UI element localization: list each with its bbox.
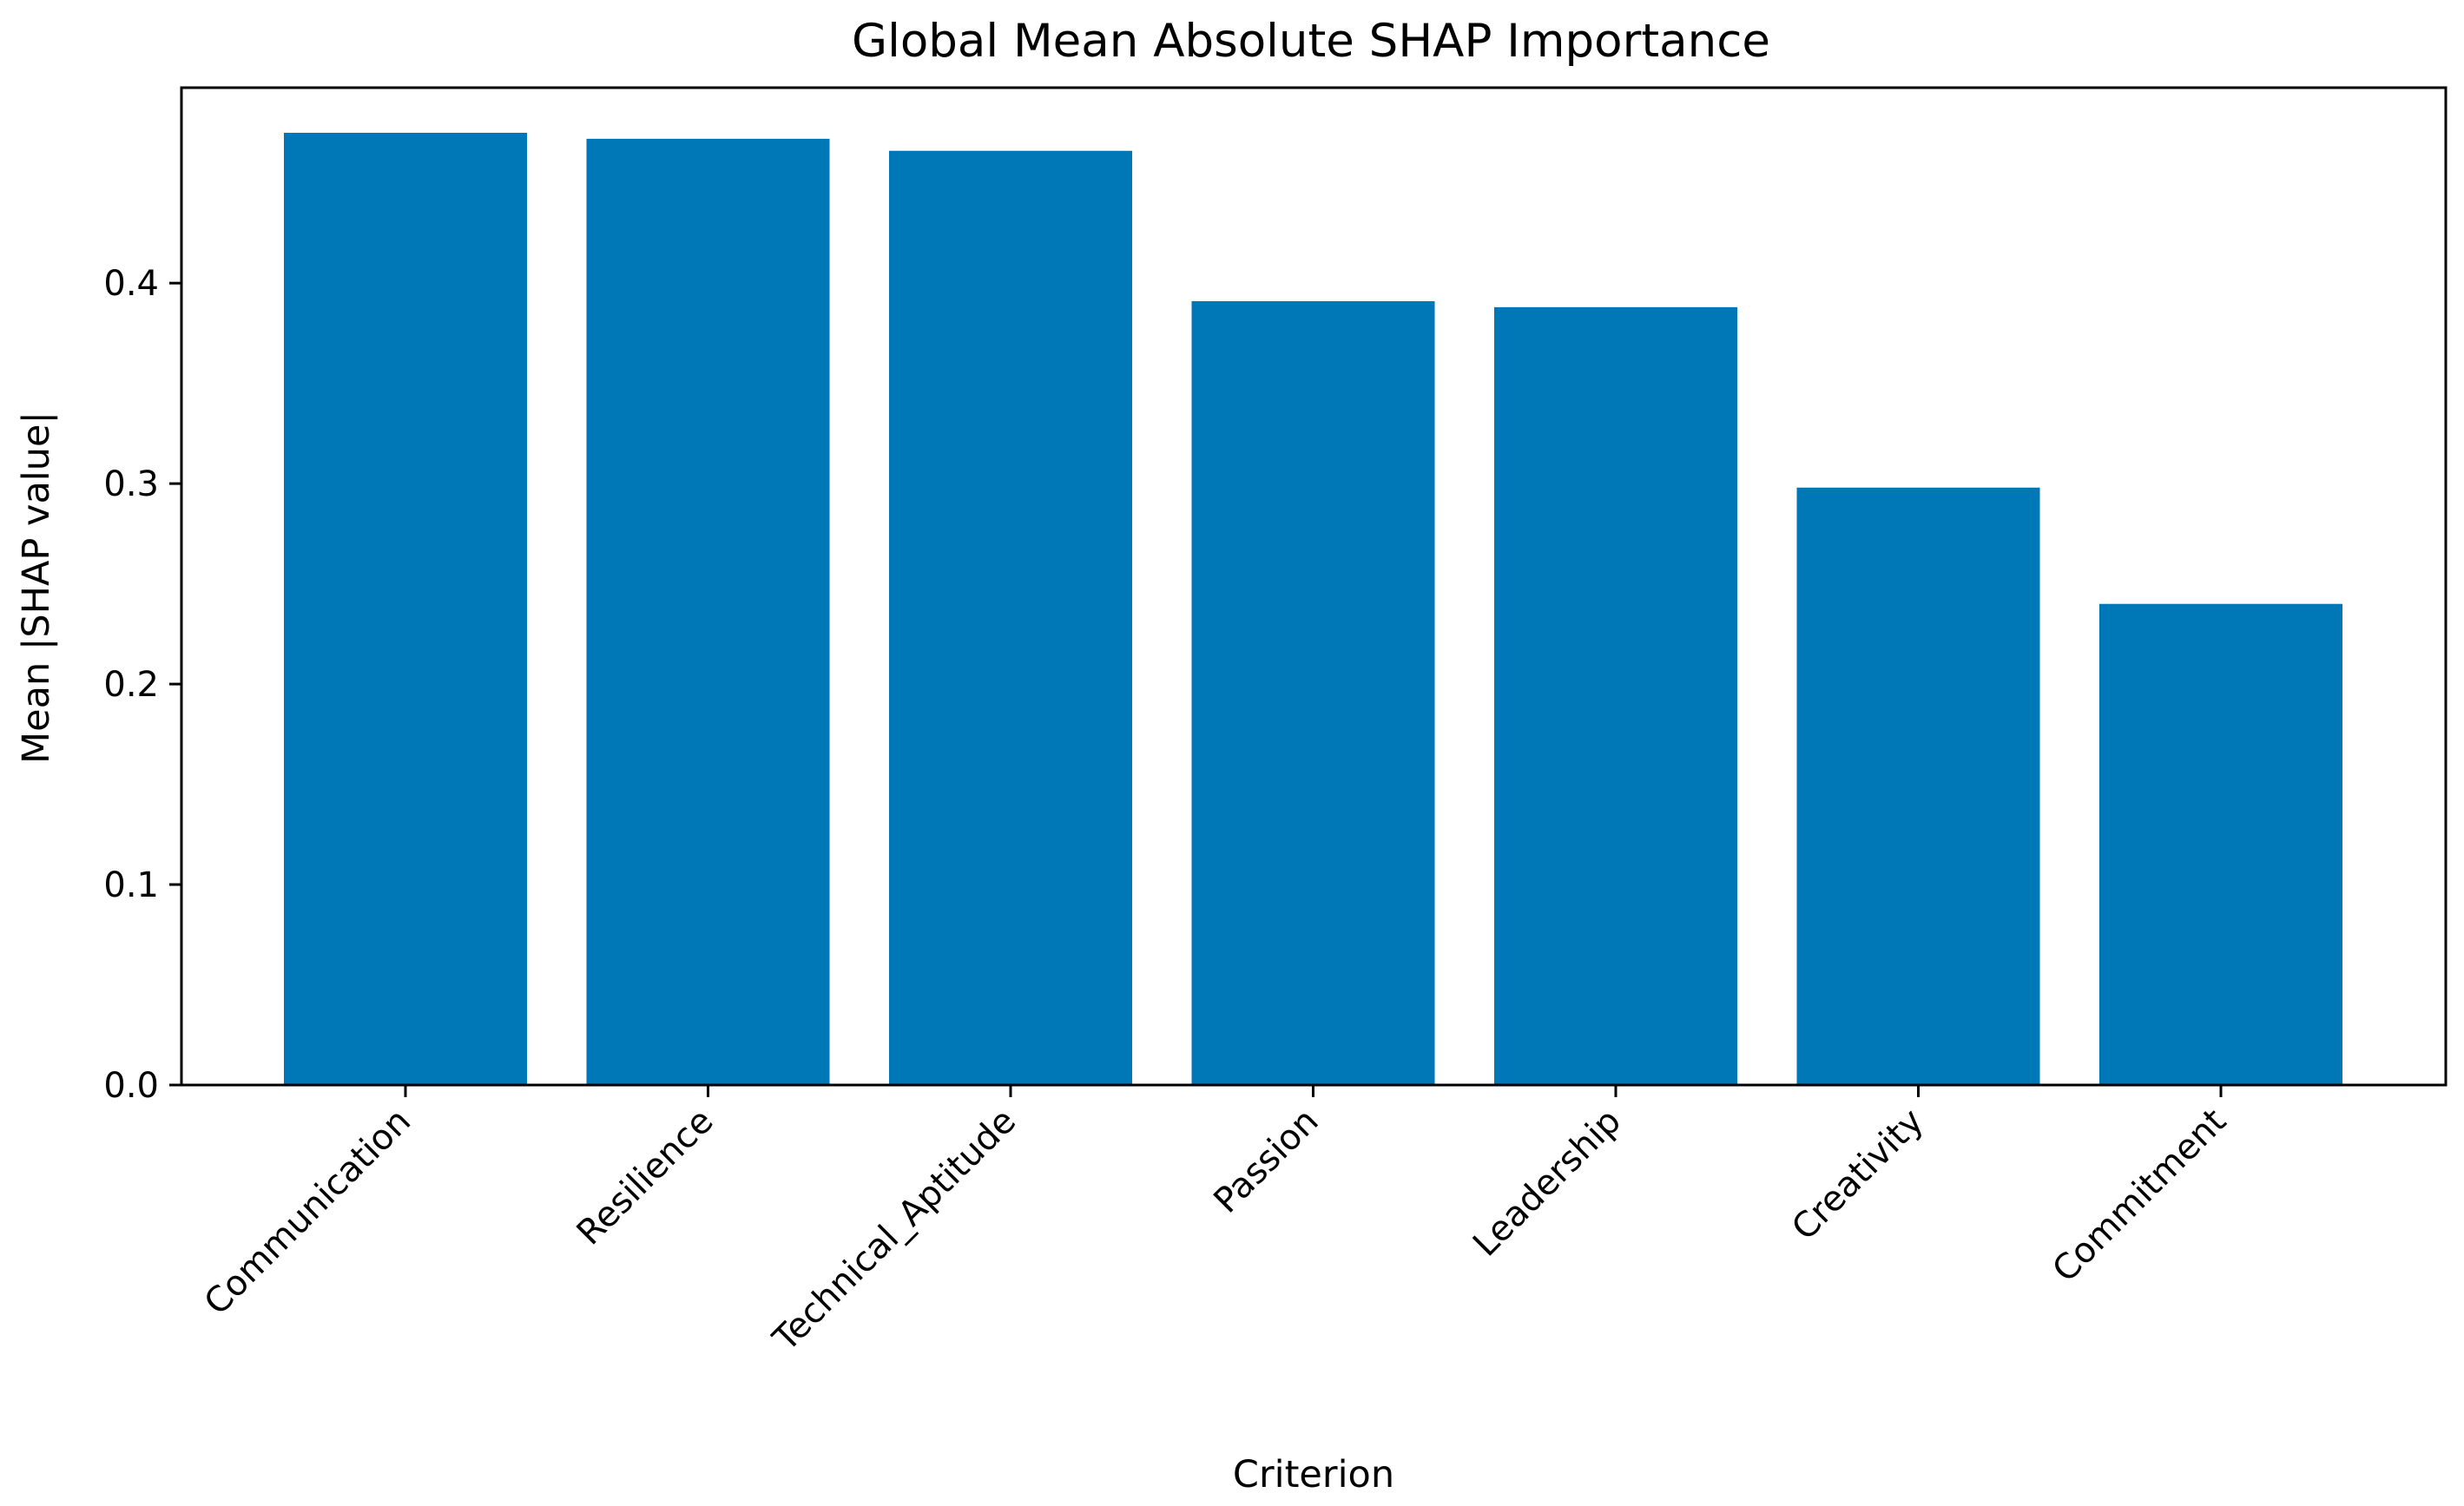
- bar-creativity: [1796, 487, 2040, 1085]
- chart-title: Global Mean Absolute SHAP Importance: [852, 15, 1770, 68]
- bar-commitment: [2099, 603, 2342, 1085]
- y-tick-label: 0.3: [103, 464, 159, 504]
- x-tick-label: Creativity: [1784, 1102, 1931, 1248]
- x-tick-label: Leadership: [1466, 1102, 1629, 1265]
- bar-communication: [284, 132, 527, 1085]
- bar-leadership: [1494, 306, 1737, 1085]
- bar-passion: [1191, 300, 1435, 1086]
- x-axis-title: Criterion: [1233, 1453, 1394, 1496]
- y-tick-label: 0.0: [103, 1066, 159, 1106]
- bars-group: [284, 132, 2342, 1086]
- y-axis-title: Mean |SHAP value|: [15, 411, 58, 764]
- bar-resilience: [586, 138, 830, 1086]
- y-tick-label: 0.1: [103, 865, 159, 905]
- y-axis: 0.0 0.1 0.2 0.3 0.4: [103, 264, 181, 1106]
- x-tick-label: Resilience: [570, 1102, 721, 1253]
- y-tick-label: 0.4: [103, 264, 159, 304]
- x-tick-label: Passion: [1206, 1102, 1326, 1221]
- x-tick-label: Communication: [197, 1102, 418, 1323]
- x-axis: Communication Resilience Technical_Aptitud…: [197, 1085, 2234, 1359]
- y-tick-label: 0.2: [103, 665, 159, 705]
- bar-technical-aptitude: [889, 150, 1132, 1086]
- x-tick-label: Commitment: [2045, 1102, 2234, 1291]
- x-tick-label: Technical_Aptitude: [765, 1102, 1024, 1360]
